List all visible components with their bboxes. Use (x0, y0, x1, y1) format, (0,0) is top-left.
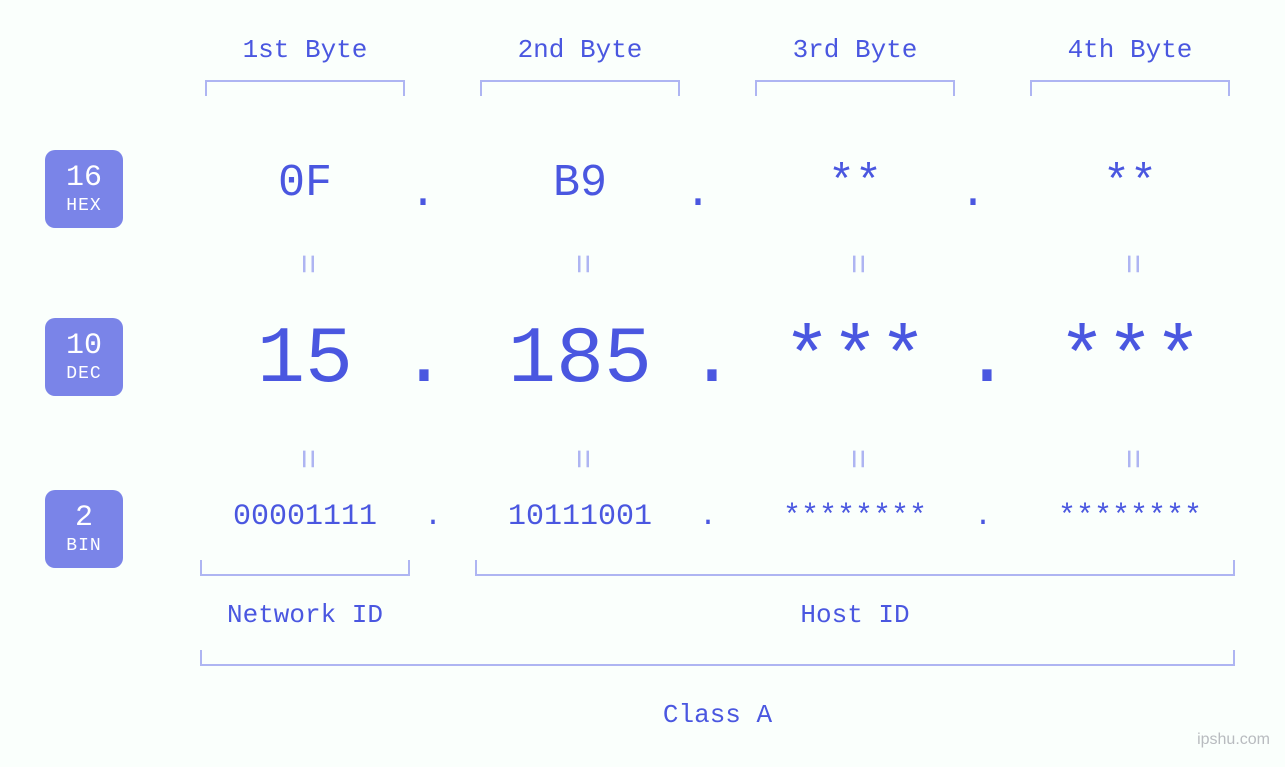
badge-dec-base: 10 (66, 331, 102, 361)
hex-dot-1: . (408, 168, 438, 219)
bin-byte-4: ******** (1010, 500, 1250, 534)
top-bracket-1 (205, 80, 405, 96)
eq-top-1: = (286, 254, 324, 274)
class-bracket (200, 650, 1235, 666)
badge-hex-name: HEX (66, 197, 101, 215)
dec-dot-1: . (400, 315, 430, 406)
badge-bin-base: 2 (75, 503, 93, 533)
dec-dot-3: . (963, 315, 993, 406)
eq-bot-3: = (836, 449, 874, 469)
bin-dot-1: . (418, 500, 448, 534)
watermark: ipshu.com (1197, 731, 1270, 749)
badge-bin-name: BIN (66, 537, 101, 555)
eq-bot-2: = (561, 449, 599, 469)
hex-byte-2: B9 (475, 158, 685, 209)
hex-dot-3: . (958, 168, 988, 219)
eq-bot-1: = (286, 449, 324, 469)
class-label: Class A (200, 700, 1235, 730)
network-id-label: Network ID (200, 600, 410, 630)
badge-dec: 10 DEC (45, 318, 123, 396)
bin-dot-3: . (968, 500, 998, 534)
top-bracket-2 (480, 80, 680, 96)
dec-byte-2: 185 (475, 315, 685, 406)
dec-byte-4: *** (1025, 315, 1235, 406)
badge-hex: 16 HEX (45, 150, 123, 228)
hex-byte-4: ** (1025, 158, 1235, 209)
host-bracket (475, 560, 1235, 576)
hex-byte-1: 0F (200, 158, 410, 209)
dec-byte-3: *** (750, 315, 960, 406)
eq-top-2: = (561, 254, 599, 274)
dec-byte-1: 15 (200, 315, 410, 406)
badge-hex-base: 16 (66, 163, 102, 193)
hex-byte-3: ** (750, 158, 960, 209)
eq-bot-4: = (1111, 449, 1149, 469)
byte-header-4: 4th Byte (1025, 35, 1235, 65)
bin-dot-2: . (693, 500, 723, 534)
badge-dec-name: DEC (66, 365, 101, 383)
badge-bin: 2 BIN (45, 490, 123, 568)
bin-byte-2: 10111001 (460, 500, 700, 534)
eq-top-3: = (836, 254, 874, 274)
top-bracket-4 (1030, 80, 1230, 96)
hex-dot-2: . (683, 168, 713, 219)
dec-dot-2: . (688, 315, 718, 406)
byte-header-1: 1st Byte (200, 35, 410, 65)
network-bracket (200, 560, 410, 576)
byte-header-2: 2nd Byte (475, 35, 685, 65)
eq-top-4: = (1111, 254, 1149, 274)
bin-byte-3: ******** (735, 500, 975, 534)
host-id-label: Host ID (475, 600, 1235, 630)
bin-byte-1: 00001111 (185, 500, 425, 534)
top-bracket-3 (755, 80, 955, 96)
byte-header-3: 3rd Byte (750, 35, 960, 65)
